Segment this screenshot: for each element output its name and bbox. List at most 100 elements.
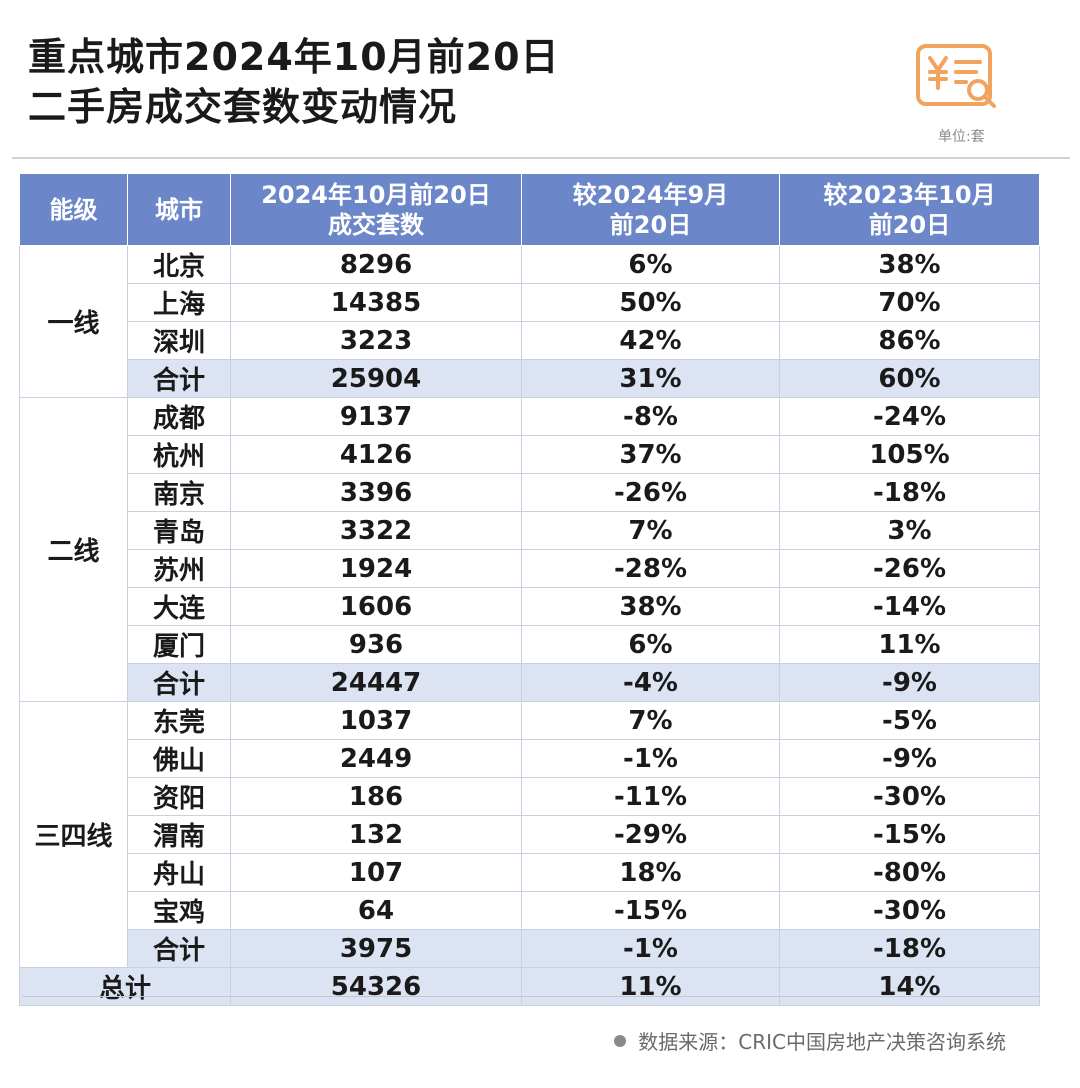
count-cell: 2449 [230,739,522,778]
total-yoy: 14% [779,967,1040,1006]
yoy-cell: 70% [779,283,1040,322]
mom-cell: 6% [521,245,780,284]
source-note: 数据来源：CRIC中国房地产决策咨询系统 [614,1026,1006,1055]
table-row: 南京 3396 -26% -18% [20,473,1040,512]
table-row: 三四线 东莞 1037 7% -5% [19,701,1040,968]
total-row: 总计 54326 11% 14% [19,967,1040,1006]
tier-cell: 二线 [19,397,128,702]
yoy-cell: -14% [779,587,1040,626]
subtotal-mom: 31% [521,359,780,398]
header-row: 能级 城市 2024年10月前20日 成交套数 较2024年9月 前20日 较202… [19,173,1040,246]
yoy-cell: 105% [779,435,1040,474]
count-cell: 1606 [230,587,522,626]
city-cell: 宝鸡 [127,891,231,930]
yuan-receipt-search-icon [916,44,1000,110]
bullet-dot-icon [614,1034,627,1047]
total-count: 54326 [230,967,522,1006]
total-label: 总计 [19,967,231,1006]
yoy-cell: 11% [779,625,1040,664]
count-cell: 8296 [230,245,522,284]
city-cell: 东莞 [127,701,231,740]
city-cell: 苏州 [127,549,231,588]
header-city: 城市 [127,173,231,246]
title-line-1: 重点城市2024年10月前20日 [28,35,560,79]
mom-cell: -8% [521,397,780,436]
yoy-cell: 38% [779,245,1040,284]
tier-cell: 一线 [19,245,128,398]
city-cell: 厦门 [127,625,231,664]
header-yoy: 较2023年10月 前20日 [779,173,1040,246]
count-cell: 1924 [230,549,522,588]
subtotal-row: 合计 24447 -4% -9% [20,663,1040,702]
yoy-cell: -30% [779,891,1040,930]
page-title: 重点城市2024年10月前20日 二手房成交套数变动情况 [28,32,560,132]
mom-cell: 18% [521,853,780,892]
subtotal-yoy: -18% [779,929,1040,968]
yoy-cell: -18% [779,473,1040,512]
count-cell: 64 [230,891,522,930]
source-text: 数据来源：CRIC中国房地产决策咨询系统 [638,1030,1006,1054]
mom-cell: 38% [521,587,780,626]
count-cell: 3322 [230,511,522,550]
subtotal-mom: -4% [521,663,780,702]
yoy-cell: 3% [779,511,1040,550]
subtotal-label: 合计 [127,663,231,702]
mom-cell: -28% [521,549,780,588]
subtotal-mom: -1% [521,929,780,968]
mom-cell: 7% [521,511,780,550]
mom-cell: 6% [521,625,780,664]
count-cell: 186 [230,777,522,816]
title-line-2: 二手房成交套数变动情况 [28,85,458,129]
city-cell: 大连 [127,587,231,626]
mom-cell: -15% [521,891,780,930]
table-row: 青岛 3322 7% 3% [20,511,1040,550]
top-divider [12,157,1070,159]
table-row: 宝鸡 64 -15% -30% [20,891,1040,930]
subtotal-count: 3975 [230,929,522,968]
table-row: 深圳 3223 42% 86% [20,321,1040,360]
city-cell: 佛山 [127,739,231,778]
header-mom: 较2024年9月 前20日 [521,173,780,246]
subtotal-label: 合计 [127,929,231,968]
city-cell: 南京 [127,473,231,512]
count-cell: 107 [230,853,522,892]
table-row: 上海 14385 50% 70% [20,283,1040,322]
count-cell: 1037 [230,701,522,740]
subtotal-count: 24447 [230,663,522,702]
tier-cell: 三四线 [19,701,128,968]
yoy-cell: -15% [779,815,1040,854]
table-row: 杭州 4126 37% 105% [20,435,1040,474]
yoy-cell: -9% [779,739,1040,778]
mom-cell: 50% [521,283,780,322]
table-row: 资阳 186 -11% -30% [20,777,1040,816]
subtotal-yoy: -9% [779,663,1040,702]
city-cell: 舟山 [127,853,231,892]
table-row: 佛山 2449 -1% -9% [20,739,1040,778]
mom-cell: -1% [521,739,780,778]
city-cell: 北京 [127,245,231,284]
table-row: 舟山 107 18% -80% [20,853,1040,892]
count-cell: 4126 [230,435,522,474]
table-row: 大连 1606 38% -14% [20,587,1040,626]
subtotal-row: 合计 25904 31% 60% [20,359,1040,398]
city-cell: 资阳 [127,777,231,816]
count-cell: 9137 [230,397,522,436]
yoy-cell: -24% [779,397,1040,436]
count-cell: 132 [230,815,522,854]
city-cell: 渭南 [127,815,231,854]
mom-cell: 42% [521,321,780,360]
total-mom: 11% [521,967,780,1006]
table-row: 二线 成都 9137 -8% -24% [19,397,1040,702]
count-cell: 3396 [230,473,522,512]
city-cell: 深圳 [127,321,231,360]
mom-cell: -29% [521,815,780,854]
bottom-divider [22,996,1040,997]
mom-cell: 7% [521,701,780,740]
city-cell: 成都 [127,397,231,436]
yoy-cell: -30% [779,777,1040,816]
subtotal-label: 合计 [127,359,231,398]
city-cell: 上海 [127,283,231,322]
data-table: 能级 城市 2024年10月前20日 成交套数 较2024年9月 前20日 较202… [19,173,1040,1006]
mom-cell: -26% [521,473,780,512]
count-cell: 14385 [230,283,522,322]
